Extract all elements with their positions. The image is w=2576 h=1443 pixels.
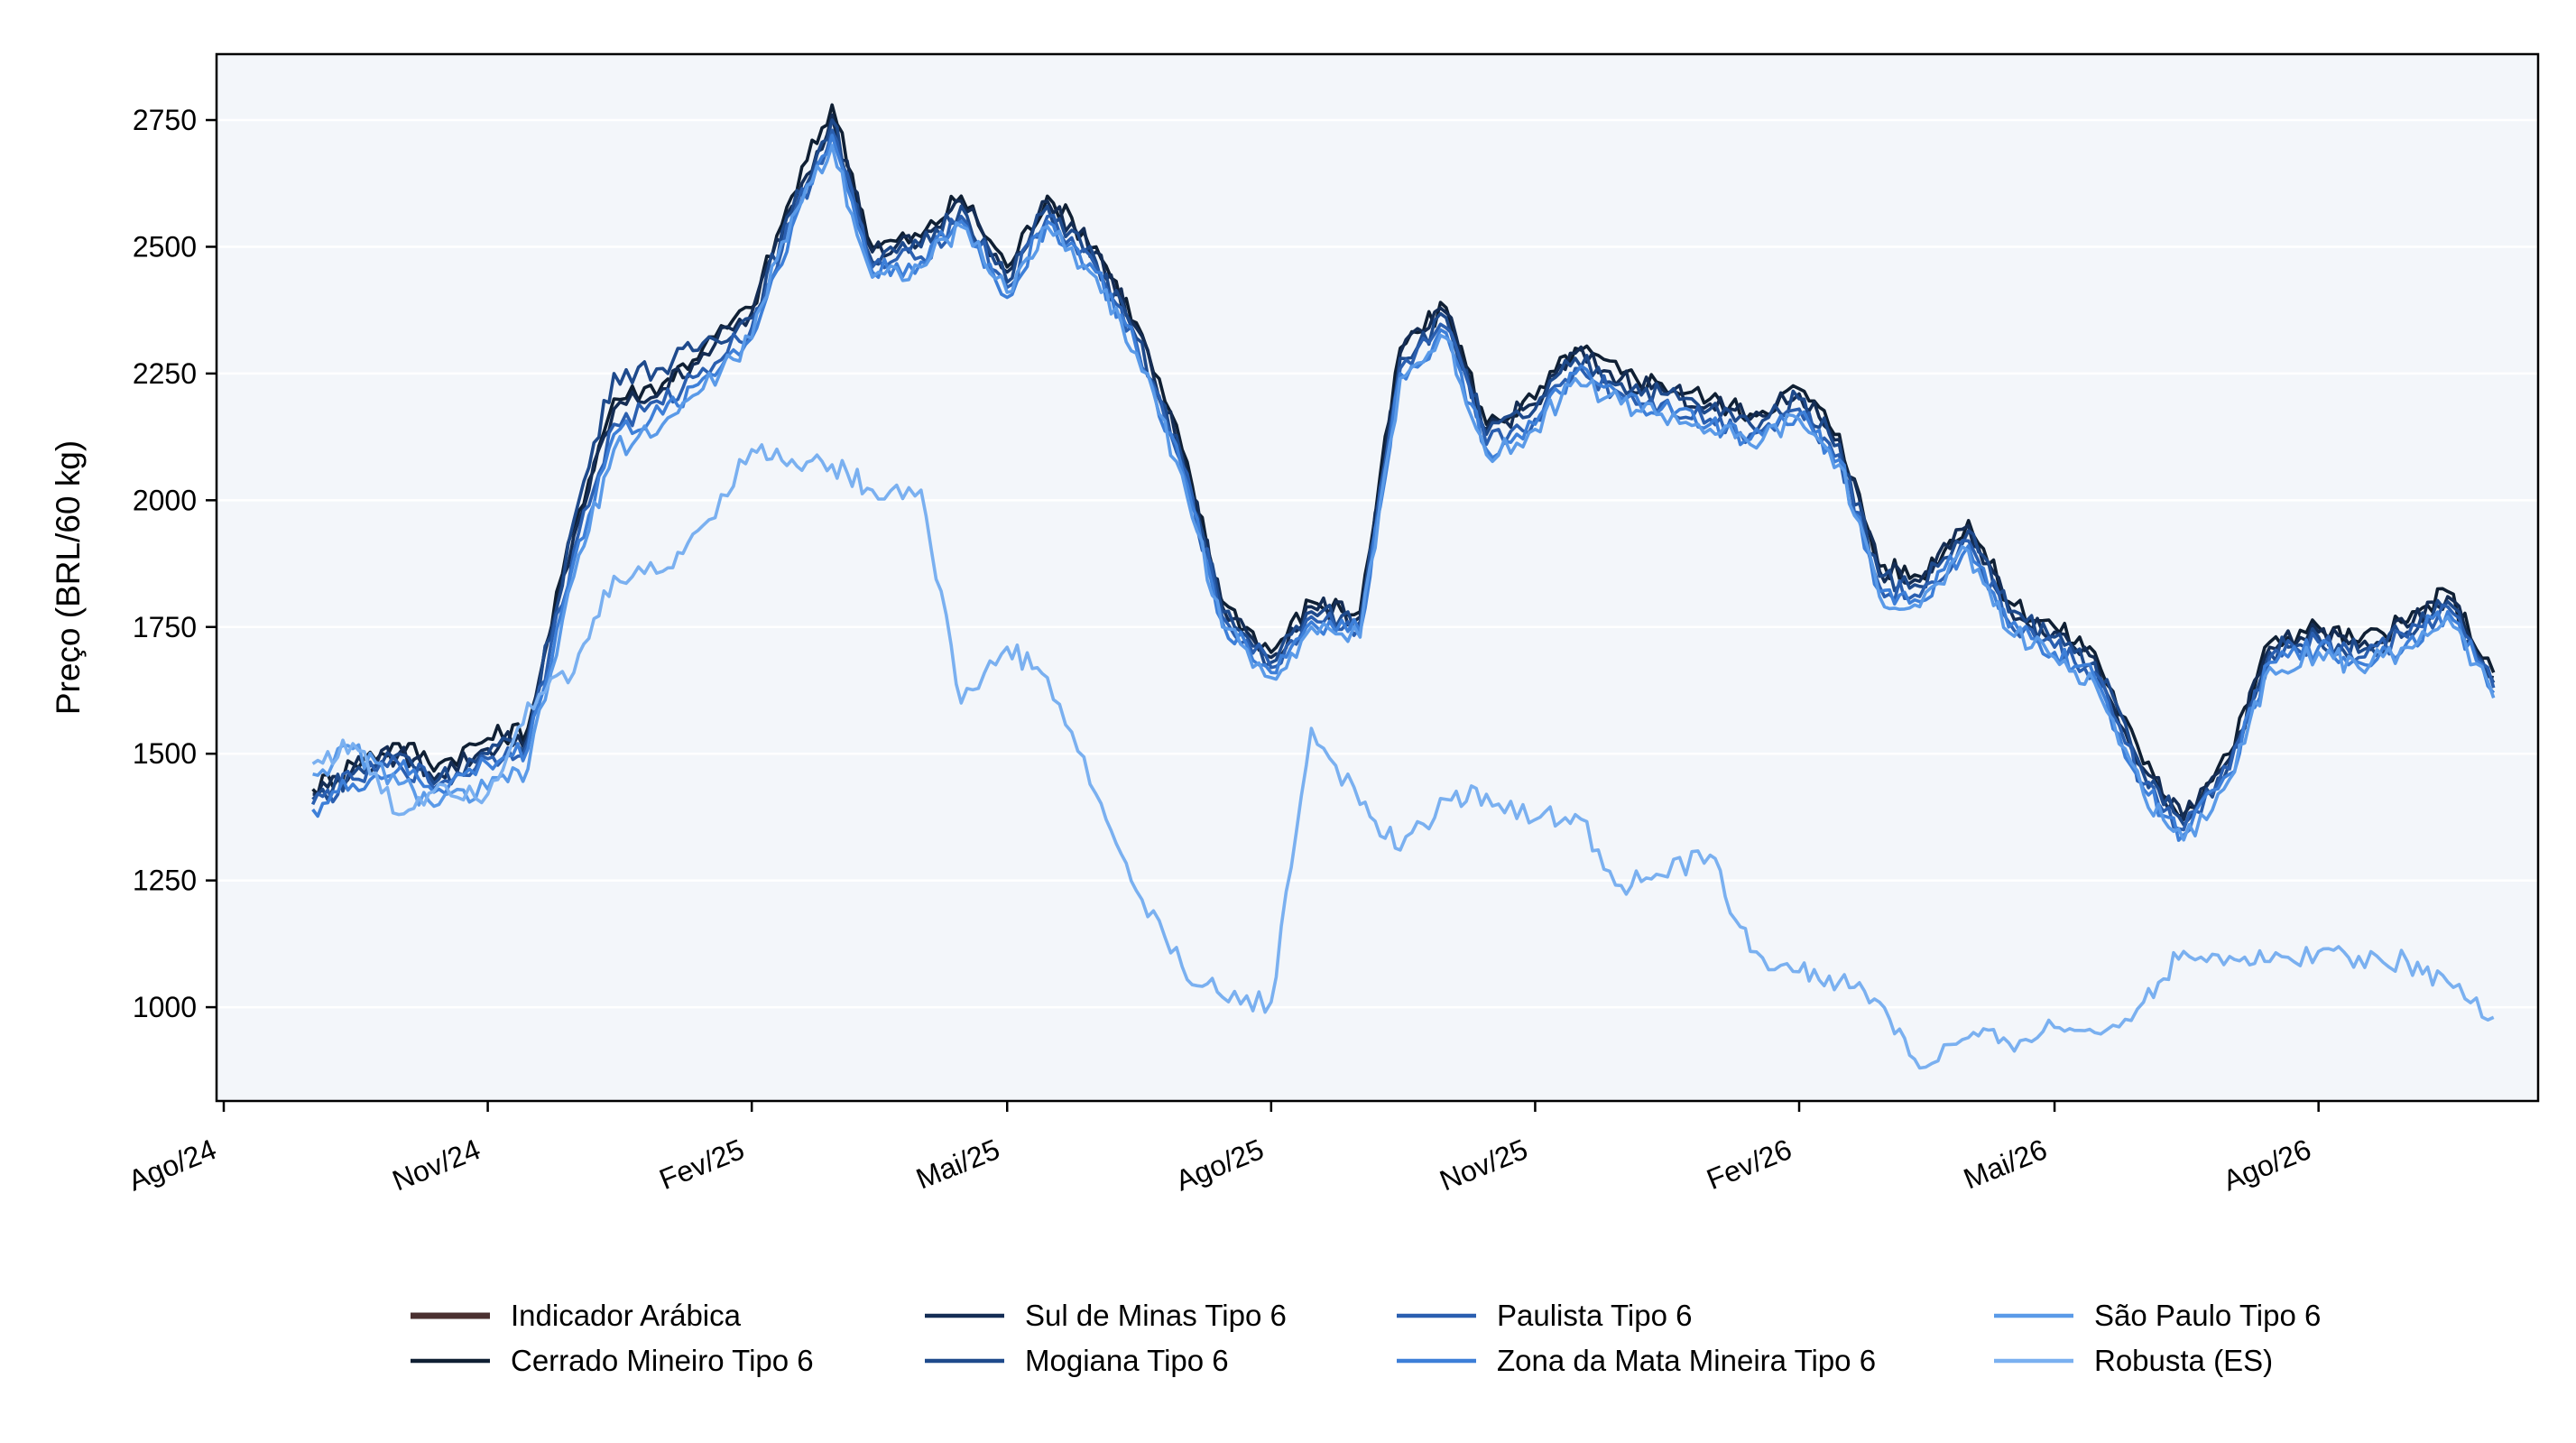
plot-frame bbox=[215, 52, 2540, 1103]
x-tick-label: Ago/25 bbox=[1171, 1133, 1269, 1197]
y-axis-label: Preço (BRL/60 kg) bbox=[50, 440, 87, 715]
plot-background bbox=[217, 54, 2538, 1101]
y-tick-label: 2750 bbox=[133, 104, 197, 136]
series-line bbox=[311, 103, 2496, 819]
legend-label: Robusta (ES) bbox=[2094, 1344, 2273, 1377]
series-line bbox=[311, 134, 2496, 842]
y-axis: 1000 1250 1500 1750 2000 2250 2500 2750 bbox=[133, 104, 217, 1023]
x-tick-label: Fev/26 bbox=[1702, 1133, 1796, 1196]
legend-label: Cerrado Mineiro Tipo 6 bbox=[511, 1344, 814, 1377]
series-line bbox=[311, 443, 2495, 1070]
legend-label: Paulista Tipo 6 bbox=[1497, 1299, 1692, 1332]
y-tick-label: 2250 bbox=[133, 357, 197, 390]
series-lines bbox=[310, 103, 2496, 1070]
y-tick-label: 1250 bbox=[133, 865, 197, 897]
legend-label: Indicador Arábica bbox=[511, 1299, 742, 1332]
x-tick-label: Ago/26 bbox=[2219, 1133, 2316, 1197]
series-line bbox=[312, 143, 2496, 842]
x-tick-label: Fev/25 bbox=[655, 1133, 749, 1196]
legend-label: Zona da Mata Mineira Tipo 6 bbox=[1497, 1344, 1876, 1377]
grid bbox=[217, 118, 2538, 1009]
legend-label: Sul de Minas Tipo 6 bbox=[1025, 1299, 1287, 1332]
y-tick-label: 1500 bbox=[133, 737, 197, 770]
legend-label: Mogiana Tipo 6 bbox=[1025, 1344, 1229, 1377]
y-tick-label: 2000 bbox=[133, 484, 197, 516]
series-line bbox=[312, 113, 2495, 821]
x-tick-label: Nov/24 bbox=[388, 1133, 485, 1197]
x-axis: Ago/24 Nov/24 Fev/25 Mai/25 Ago/25 Nov/25 Fev/… bbox=[124, 1101, 2320, 1197]
x-tick-label: Ago/24 bbox=[124, 1133, 221, 1197]
x-tick-label: Mai/25 bbox=[911, 1133, 1004, 1195]
y-tick-label: 2500 bbox=[133, 230, 197, 263]
series-line bbox=[311, 118, 2496, 827]
legend-label: São Paulo Tipo 6 bbox=[2094, 1299, 2321, 1332]
y-tick-label: 1750 bbox=[133, 611, 197, 643]
y-tick-label: 1000 bbox=[133, 991, 197, 1023]
x-tick-label: Mai/26 bbox=[1959, 1133, 2052, 1195]
legend: Indicador Arábica Cerrado Mineiro Tipo 6 S… bbox=[411, 1299, 2321, 1377]
x-tick-label: Nov/25 bbox=[1436, 1133, 1532, 1197]
